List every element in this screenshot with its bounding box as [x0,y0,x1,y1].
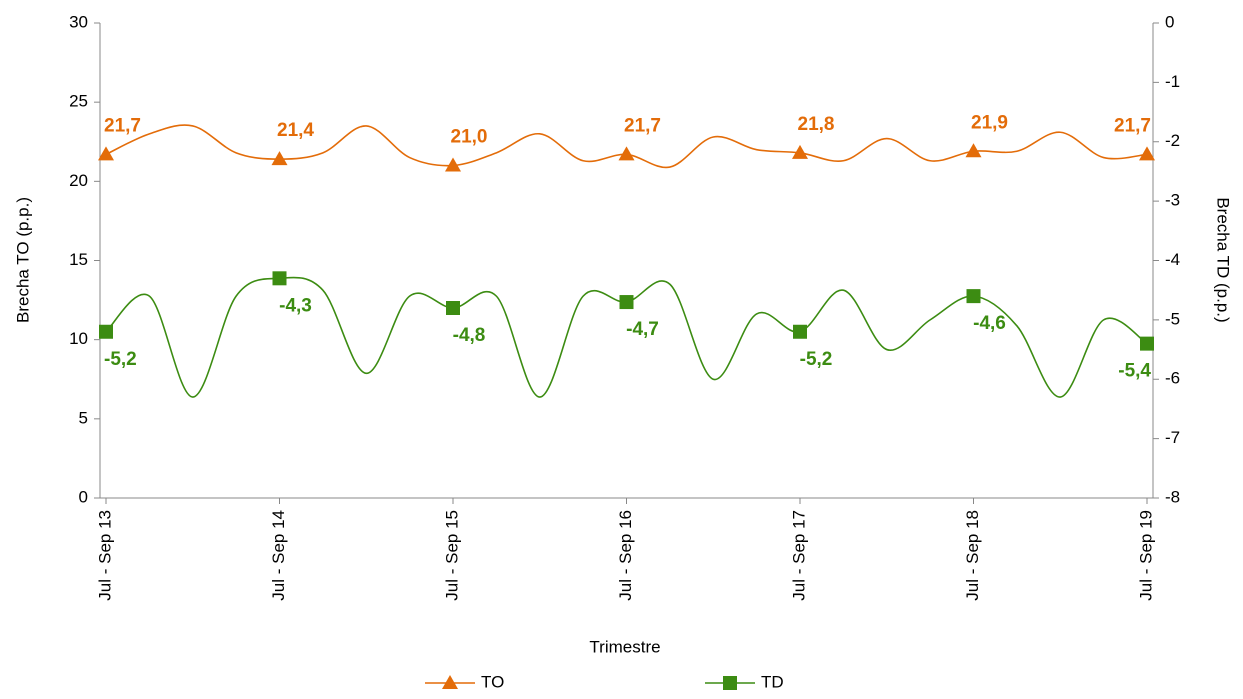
y-axis-label: Brecha TO (p.p.) [13,197,32,323]
y2-tick-label: 0 [1165,12,1174,31]
y-tick-label: 10 [69,329,88,348]
data-marker [446,301,460,315]
data-marker [619,295,634,310]
y-tick-label: 20 [69,171,88,190]
data-marker [793,324,807,339]
x-tick-label: Jul - Sep 16 [616,510,635,601]
data-label: -5,4 [1118,361,1151,382]
y2-tick-label: -3 [1165,191,1180,210]
data-marker [99,324,113,339]
x-tick-label: Jul - Sep 18 [963,510,982,601]
data-label: -4,7 [626,319,659,340]
y-tick-label: 25 [69,92,88,111]
data-label: 21,7 [624,115,661,136]
x-tick-label: Jul - Sep 14 [269,510,288,601]
data-label: 21,9 [971,112,1008,133]
y-tick-label: 0 [79,487,88,506]
y2-tick-label: -4 [1165,250,1180,269]
y2-tick-label: -5 [1165,309,1180,328]
x-tick-label: Jul - Sep 15 [442,510,461,601]
data-label: -4,8 [453,325,486,346]
data-label: 21,4 [277,120,314,141]
x-tick-label: Jul - Sep 13 [95,510,114,601]
data-label: 21,7 [1114,115,1151,136]
data-label: -4,3 [279,295,312,316]
legend-label: TD [761,672,784,691]
data-marker [1140,336,1154,351]
data-label: -5,2 [104,349,137,370]
y2-tick-label: -7 [1165,428,1180,447]
y2-tick-label: -6 [1165,369,1180,388]
y2-tick-label: -1 [1165,72,1180,91]
data-marker [272,271,287,286]
data-label: 21,8 [798,114,835,135]
legend-marker [723,676,737,690]
y-tick-label: 30 [69,12,88,31]
x-tick-label: Jul - Sep 19 [1136,510,1155,601]
data-marker [965,143,982,158]
x-axis-label: Trimestre [589,637,660,656]
data-label: -4,6 [973,313,1006,334]
y2-tick-label: -8 [1165,487,1180,506]
data-label: 21,7 [104,115,141,136]
x-tick-label: Jul - Sep 17 [789,510,808,601]
data-marker [445,157,461,172]
data-marker [792,144,808,159]
data-marker [1139,146,1155,161]
data-marker [271,151,288,166]
data-marker [98,146,114,161]
data-label: -5,2 [800,349,833,370]
legend-marker [442,675,458,689]
y2-axis-label: Brecha TD (p.p.) [1214,197,1233,322]
data-marker [966,289,981,304]
data-label: 21,0 [451,127,488,148]
legend-label: TO [481,672,504,691]
y-tick-label: 15 [69,250,88,269]
y-tick-label: 5 [79,408,88,427]
data-marker [618,146,635,161]
y2-tick-label: -2 [1165,131,1180,150]
